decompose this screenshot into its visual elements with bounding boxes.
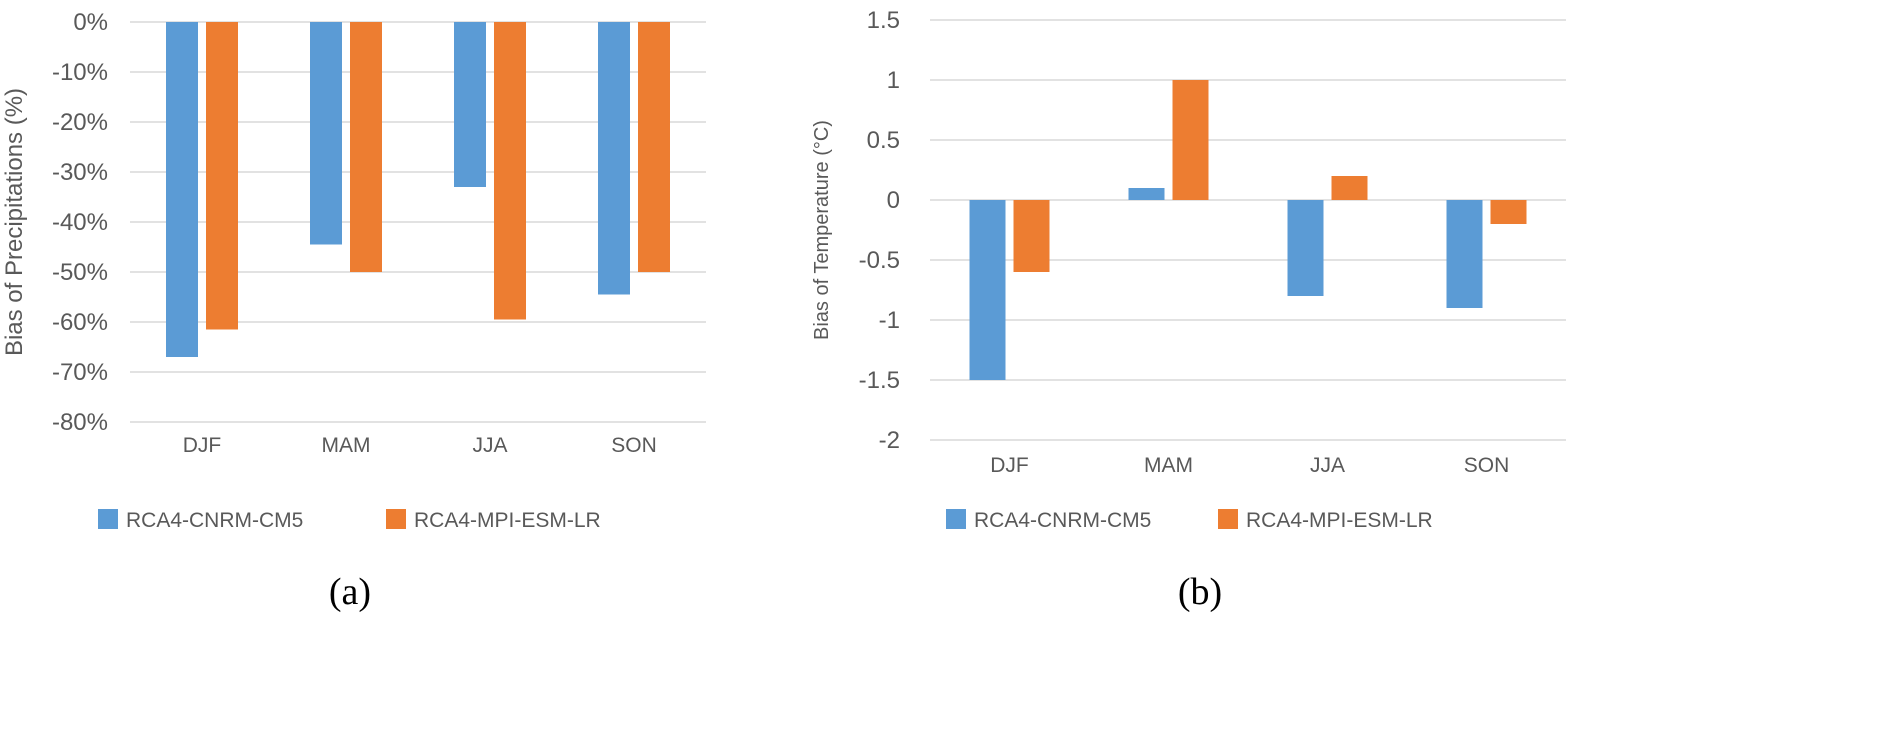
bar-rca4-cnrm-cm5-son bbox=[598, 22, 630, 295]
chart-temperature-bias: 1.5 1 0.5 0 -0.5 -1 -1.5 -2 DJF MAM JJA SON Bias of … bbox=[811, 7, 1566, 613]
y-tick-label: -60% bbox=[52, 309, 108, 336]
legend-swatch bbox=[946, 509, 966, 529]
legend-label: RCA4-CNRM-CM5 bbox=[974, 509, 1151, 532]
y-tick-label: -1.5 bbox=[859, 367, 900, 394]
y-tick-label: 1 bbox=[887, 67, 900, 94]
bar-rca4-mpi-esm-lr-mam bbox=[350, 22, 382, 272]
x-tick-label: JJA bbox=[472, 434, 507, 457]
y-tick-label: 0 bbox=[887, 187, 900, 214]
x-tick-label: DJF bbox=[990, 454, 1029, 477]
y-tick-label: -80% bbox=[52, 409, 108, 436]
legend-swatch bbox=[1218, 509, 1238, 529]
bar-rca4-mpi-esm-lr-son bbox=[638, 22, 670, 272]
y-tick-label: -10% bbox=[52, 59, 108, 86]
y-tick-label: -2 bbox=[879, 427, 900, 454]
chart-precipitation-bias: 0% -10% -20% -30% -40% -50% -60% -70% -80% DJF MAM… bbox=[1, 9, 706, 613]
legend-label: RCA4-CNRM-CM5 bbox=[126, 509, 303, 532]
bar-rca4-cnrm-cm5-mam bbox=[310, 22, 342, 245]
panel-label: (a) bbox=[329, 571, 371, 613]
y-tick-label: 1.5 bbox=[867, 7, 900, 34]
bar-rca4-cnrm-cm5-djf bbox=[969, 200, 1006, 380]
bar-rca4-mpi-esm-lr-mam bbox=[1172, 80, 1209, 200]
x-tick-label: MAM bbox=[322, 434, 371, 457]
bar-rca4-mpi-esm-lr-jja bbox=[494, 22, 526, 320]
y-tick-label: -1 bbox=[879, 307, 900, 334]
x-tick-label: JJA bbox=[1310, 454, 1345, 477]
bar-rca4-mpi-esm-lr-jja bbox=[1331, 176, 1368, 200]
x-tick-label: MAM bbox=[1144, 454, 1193, 477]
y-tick-label: -20% bbox=[52, 109, 108, 136]
x-tick-label: SON bbox=[1464, 454, 1510, 477]
y-tick-label: -0.5 bbox=[859, 247, 900, 274]
panel-label: (b) bbox=[1178, 571, 1222, 613]
bar-rca4-cnrm-cm5-jja bbox=[454, 22, 486, 187]
legend-swatch bbox=[386, 509, 406, 529]
bar-rca4-cnrm-cm5-mam bbox=[1128, 188, 1165, 200]
legend-swatch bbox=[98, 509, 118, 529]
bar-rca4-mpi-esm-lr-son bbox=[1490, 200, 1527, 224]
y-tick-label: -70% bbox=[52, 359, 108, 386]
legend-label: RCA4-MPI-ESM-LR bbox=[1246, 509, 1433, 532]
legend-label: RCA4-MPI-ESM-LR bbox=[414, 509, 601, 532]
x-tick-label: SON bbox=[611, 434, 657, 457]
y-axis-title: Bias of Precipitations (%) bbox=[1, 88, 28, 356]
bar-rca4-cnrm-cm5-son bbox=[1446, 200, 1483, 308]
bar-rca4-cnrm-cm5-djf bbox=[166, 22, 198, 357]
y-tick-label: -40% bbox=[52, 209, 108, 236]
y-axis-title: Bias of Temperature (°C) bbox=[811, 120, 833, 340]
y-tick-label: -30% bbox=[52, 159, 108, 186]
bar-rca4-cnrm-cm5-jja bbox=[1287, 200, 1324, 296]
x-tick-label: DJF bbox=[183, 434, 222, 457]
y-tick-label: 0.5 bbox=[867, 127, 900, 154]
y-tick-label: -50% bbox=[52, 259, 108, 286]
bar-rca4-mpi-esm-lr-djf bbox=[206, 22, 238, 330]
y-tick-label: 0% bbox=[73, 9, 108, 36]
bar-rca4-mpi-esm-lr-djf bbox=[1013, 200, 1050, 272]
